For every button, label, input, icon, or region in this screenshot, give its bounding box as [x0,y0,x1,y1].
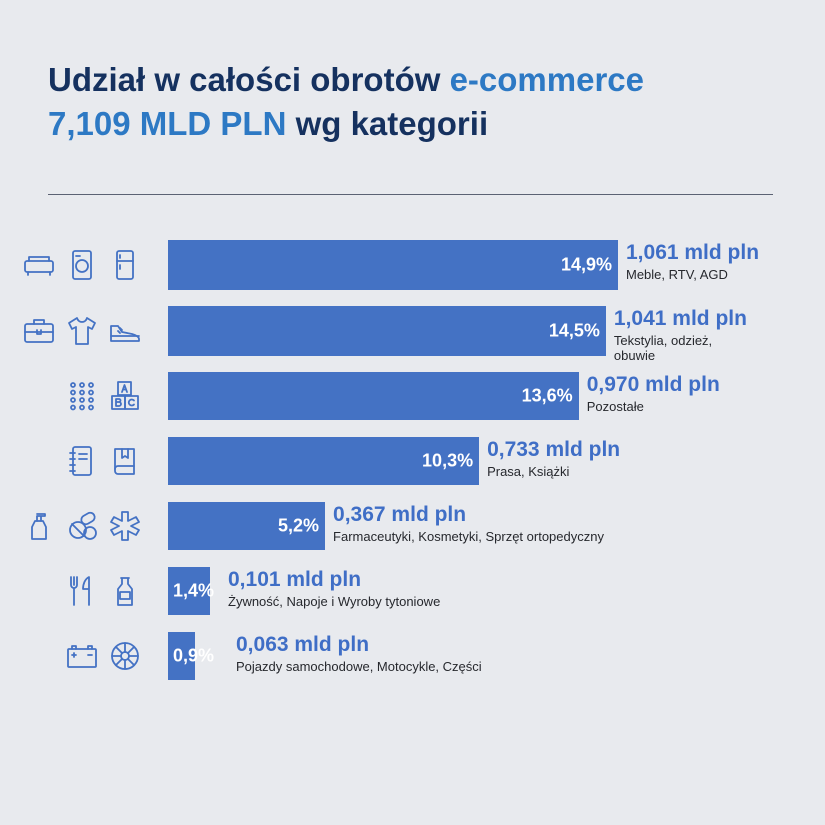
category-label: Pozostałe [587,399,720,414]
category-label-line: Tekstylia, odzież, [613,333,713,348]
title-line-2: 7,109 MLD PLN wg kategorii [48,105,489,142]
category-label-line: Pozostałe [586,399,644,414]
tshirt-icon [65,314,99,348]
washing-machine-icon [65,248,99,282]
category-label: Prasa, Książki [487,464,620,479]
bar-value-label: 0,970 mld pln Pozostałe [587,372,720,414]
bar: 14,5% [168,306,606,356]
cutlery-icon [65,574,99,608]
category-label: Żywność, Napoje i Wyroby tytoniowe [228,594,440,609]
chart-row: 0,9% 0,063 mld pln Pojazdy samochodowe, Mo… [0,632,825,680]
fridge-icon [108,248,142,282]
notebook-icon [65,444,99,478]
value-text: 0,367 mld pln [333,503,467,526]
bar-percent-label: 14,9% [560,254,612,275]
bar: 14,9% [168,240,618,290]
bar-value-label: 0,101 mld pln Żywność, Napoje i Wyroby ty… [228,567,440,609]
medical-star-icon [108,509,142,543]
category-icons [22,240,142,290]
car-battery-icon [65,639,99,673]
pills-icon [65,509,99,543]
value-text: 1,061 mld pln [626,241,760,264]
bar-value-label: 0,367 mld pln Farmaceutyki, Kosmetyki, Sp… [333,502,604,544]
category-label: Farmaceutyki, Kosmetyki, Sprzęt ortopedy… [333,529,604,544]
category-icons [65,437,142,485]
bar-percent-label: 13,6% [521,385,573,406]
chart-row: 14,5% 1,041 mld pln Tekstylia, odzież, obuw… [0,306,825,363]
category-label: Pojazdy samochodowe, Motocykle, Części [236,659,482,674]
value-text: 0,970 mld pln [586,373,720,396]
chart-row: 10,3% 0,733 mld pln Prasa, Książki [0,437,825,485]
bar-percent-label: 14,5% [548,320,600,341]
category-label-line: Pojazdy samochodowe, Motocykle, Części [236,659,482,674]
category-icons [22,306,142,356]
bar-percent-label: 10,3% [422,450,474,471]
bar-value-label: 1,041 mld pln Tekstylia, odzież, obuwie [614,306,747,363]
bar-percent-label: 5,2% [277,515,319,536]
category-icons [65,372,142,420]
bar-percent-label: 0,9% [173,645,215,666]
category-icons [65,632,142,680]
book-icon [108,444,142,478]
soap-bottle-icon [22,509,56,543]
chart-title: Udział w całości obrotów e-commerce 7,10… [48,58,788,146]
category-label-line: Prasa, Książki [487,464,570,479]
category-label-line: Żywność, Napoje i Wyroby tytoniowe [228,594,441,609]
bar-value-label: 1,061 mld pln Meble, RTV, AGD [626,240,759,282]
bar-value-label: 0,063 mld pln Pojazdy samochodowe, Motocy… [236,632,482,674]
category-label-line: obuwie [613,348,656,363]
value-text: 1,041 mld pln [613,307,747,330]
abc-blocks-icon [108,379,142,413]
bar: 10,3% [168,437,480,485]
value-text: 0,063 mld pln [236,633,370,656]
bar: 13,6% [168,372,579,420]
category-label-line: Meble, RTV, AGD [626,267,728,282]
value-text: 0,733 mld pln [487,438,621,461]
sneaker-icon [108,314,142,348]
bar: 0,9% [168,632,214,680]
chart-row: 1,4% 0,101 mld pln Żywność, Napoje i Wyrob… [0,567,825,615]
chart-row: 13,6% 0,970 mld pln Pozostałe [0,372,825,420]
chart-row: 14,9% 1,061 mld pln Meble, RTV, AGD [0,240,825,290]
category-icons [22,502,142,550]
dots-grid-icon [65,379,99,413]
value-text: 0,101 mld pln [228,568,362,591]
title-line-1: Udział w całości obrotów e-commerce [48,61,645,98]
sofa-icon [22,248,56,282]
bar-value-label: 0,733 mld pln Prasa, Książki [487,437,620,479]
wheel-icon [108,639,142,673]
bar: 5,2% [168,502,325,550]
category-label: Tekstylia, odzież, obuwie [614,333,747,363]
chart-row: 5,2% 0,367 mld pln Farmaceutyki, Kosmetyki… [0,502,825,550]
bar: 1,4% [168,567,214,615]
title-divider [48,194,773,195]
suitcase-icon [22,314,56,348]
category-icons [65,567,142,615]
category-label-line: Farmaceutyki, Kosmetyki, Sprzęt ortopedy… [333,529,604,544]
category-label: Meble, RTV, AGD [626,267,759,282]
bottle-icon [108,574,142,608]
bar-percent-label: 1,4% [173,580,215,601]
